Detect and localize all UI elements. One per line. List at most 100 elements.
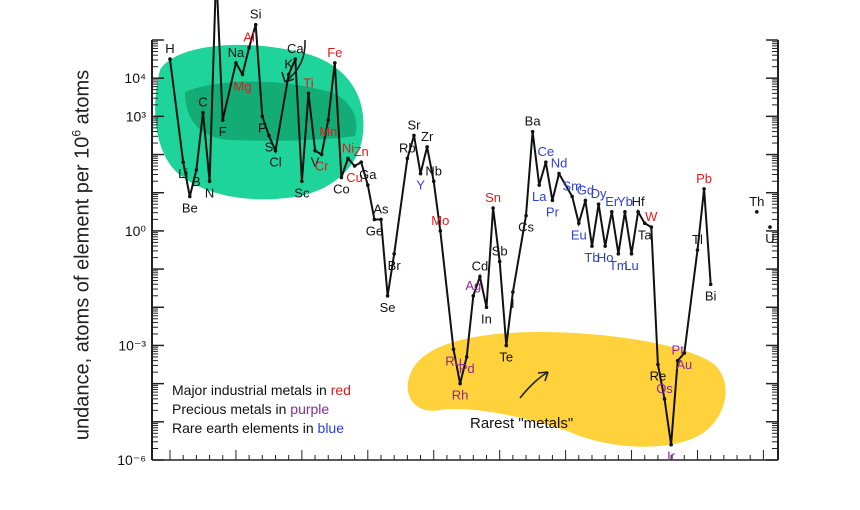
arrow-to-yellow — [519, 371, 549, 399]
y-tick-label: 10⁴ — [124, 70, 146, 86]
data-point-sb — [497, 259, 502, 264]
element-label-bi: Bi — [705, 288, 717, 303]
data-point-s — [267, 133, 271, 138]
element-label-b: B — [192, 174, 201, 189]
data-point-si — [253, 22, 258, 27]
data-point-ru — [451, 347, 456, 352]
element-labels: HLiBeBCNOFNaMgAlSiPSClKCaScTiVCrMnFeCoNi… — [165, 7, 774, 464]
element-label-c: C — [198, 95, 207, 110]
element-label-nd: Nd — [551, 156, 568, 171]
data-point-br — [392, 252, 396, 256]
element-label-mo: Mo — [431, 213, 449, 228]
data-point-yb — [623, 210, 627, 214]
element-label-rb: Rb — [399, 140, 416, 155]
data-point-ce — [544, 160, 548, 164]
element-label-rh: Rh — [452, 388, 469, 403]
element-label-ni: Ni — [342, 140, 354, 155]
data-point-rh — [458, 381, 462, 386]
data-point-te — [504, 343, 509, 348]
data-point-cr — [319, 152, 324, 157]
data-point-c — [201, 110, 205, 115]
legend-entry: Major industrial metals in red — [172, 382, 351, 398]
element-label-tl: Tl — [692, 232, 703, 247]
data-point-al — [247, 45, 251, 50]
data-point-ge — [372, 217, 377, 222]
element-label-ce: Ce — [538, 144, 555, 159]
x-tick-marks — [152, 450, 778, 461]
element-label-ti: Ti — [303, 75, 313, 90]
data-point-mo — [438, 229, 443, 233]
data-point-ho — [603, 244, 607, 248]
element-label-zr: Zr — [421, 129, 434, 144]
data-point-zn — [359, 160, 364, 164]
y-tick-label: 10³ — [126, 108, 147, 124]
element-label-hf: Hf — [632, 194, 645, 209]
data-point-as — [379, 217, 383, 222]
data-point-f — [220, 118, 225, 122]
data-point-ag — [471, 294, 476, 298]
legend: Major industrial metals in red Precious m… — [172, 382, 351, 436]
element-label-y: Y — [416, 178, 425, 193]
data-point-dy — [596, 202, 601, 206]
data-point-be — [187, 194, 192, 199]
element-label-er: Er — [605, 194, 619, 209]
data-point-n — [207, 179, 212, 184]
element-label-s: S — [265, 139, 274, 154]
element-label-ge: Ge — [366, 223, 383, 238]
data-point-nb — [431, 179, 436, 184]
element-label-al: Al — [243, 30, 255, 45]
element-label-ta: Ta — [638, 227, 653, 242]
element-label-pt: Pt — [672, 343, 685, 358]
element-label-la: La — [532, 189, 547, 204]
element-label-u: U — [765, 231, 774, 246]
element-label-h: H — [165, 41, 174, 56]
element-label-ru: Ru — [445, 353, 462, 368]
data-point-in — [484, 305, 489, 310]
data-point-ta — [642, 221, 647, 226]
element-label-ga: Ga — [359, 167, 377, 182]
element-label-br: Br — [388, 258, 402, 273]
data-point-er — [609, 210, 614, 214]
data-point-tb — [590, 244, 594, 248]
element-label-w: W — [645, 209, 658, 224]
element-label-gd: Gd — [577, 182, 594, 197]
element-label-v: V — [311, 155, 320, 170]
data-point-lu — [629, 252, 634, 256]
data-point-sc — [300, 179, 304, 184]
abundance-points — [168, 22, 772, 447]
data-point-cu — [352, 164, 357, 168]
element-label-ba: Ba — [525, 114, 542, 129]
data-point-b — [194, 168, 199, 172]
element-label-sn: Sn — [485, 190, 501, 205]
element-label-n: N — [205, 185, 214, 200]
data-point-ir — [669, 442, 673, 447]
element-label-sr: Sr — [407, 117, 421, 132]
element-label-si: Si — [250, 7, 262, 22]
element-label-ir: Ir — [667, 449, 676, 464]
element-label-pb: Pb — [696, 171, 712, 186]
element-label-sm: Sm — [562, 179, 582, 194]
data-point-mn — [326, 118, 331, 122]
element-label-cr: Cr — [315, 159, 329, 174]
element-label-dy: Dy — [591, 186, 607, 201]
element-label-re: Re — [650, 369, 667, 384]
data-point-mg — [240, 72, 245, 77]
data-point-ca — [293, 57, 298, 61]
data-point-k — [286, 72, 291, 77]
data-point-h — [168, 57, 172, 61]
data-point-u — [768, 225, 772, 229]
y-tick-labels: 10⁴ 10³ 10⁰ 10⁻³ 10⁻⁶ — [117, 70, 146, 468]
legend-entry: Rare earth elements in blue — [172, 420, 344, 436]
data-point-pr — [550, 198, 555, 203]
element-label-os: Os — [656, 381, 673, 396]
data-point-sn — [491, 206, 495, 210]
element-label-cu: Cu — [346, 170, 363, 185]
element-label-mn: Mn — [319, 124, 337, 139]
data-point-pb — [702, 187, 706, 191]
element-label-k: K — [284, 56, 293, 71]
element-label-fe: Fe — [327, 45, 342, 60]
element-label-nb: Nb — [425, 163, 442, 178]
axes: 10⁴ 10³ 10⁰ 10⁻³ 10⁻⁶ — [117, 39, 779, 468]
